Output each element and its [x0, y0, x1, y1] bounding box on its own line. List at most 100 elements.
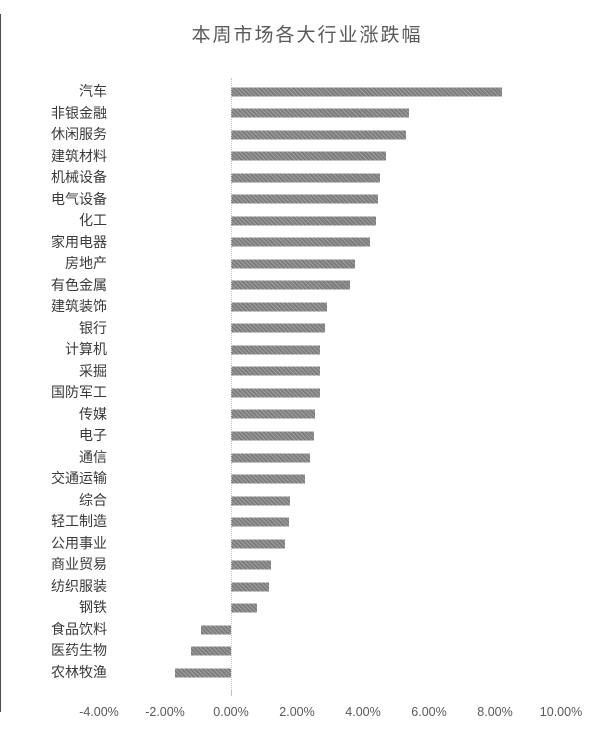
- bar-row: 交通运输: [0, 468, 614, 490]
- bar-track: [113, 275, 614, 297]
- bar-row: 房地产: [0, 253, 614, 275]
- bar: [231, 259, 355, 269]
- category-label: 公用事业: [51, 534, 107, 551]
- bar-row: 电子: [0, 425, 614, 447]
- category-label: 综合: [79, 491, 107, 508]
- chart-title: 本周市场各大行业涨跌幅: [191, 25, 423, 46]
- bar-track: [113, 533, 614, 555]
- bar-row: 电气设备: [0, 189, 614, 211]
- bar-row: 汽车: [0, 81, 614, 103]
- bar: [231, 603, 258, 613]
- bar-track: [113, 468, 614, 490]
- bar: [174, 668, 231, 678]
- category-label: 农林牧渔: [51, 663, 107, 680]
- x-axis: -4.00% -2.00% 0.00% 2.00% 4.00% 6.00% 8.00% 10.…: [0, 705, 614, 725]
- x-tick-label: -2.00%: [145, 705, 185, 719]
- bar-track: [113, 189, 614, 211]
- plot-area: 汽车 非银金融休闲服务建筑材料机械设备电气设备化工家用电器房地产有色金属 建筑装饰银…: [0, 81, 614, 683]
- bar-track: [113, 210, 614, 232]
- category-label: 电子: [79, 427, 107, 444]
- bar-track: [113, 447, 614, 469]
- bar: [231, 431, 314, 441]
- bar: [231, 453, 311, 463]
- bar: [231, 474, 306, 484]
- category-label: 建筑装饰: [51, 298, 107, 315]
- bar: [231, 87, 502, 97]
- category-label: 房地产: [65, 255, 107, 272]
- bar: [231, 560, 271, 570]
- bar: [231, 539, 286, 549]
- bar-track: [113, 640, 614, 662]
- bar: [231, 345, 321, 355]
- bar-row: 医药生物: [0, 640, 614, 662]
- bar: [231, 237, 370, 247]
- bar-row: 食品饮料: [0, 619, 614, 641]
- bar-track: [113, 511, 614, 533]
- category-label: 采掘: [79, 362, 107, 379]
- bar-track: [113, 167, 614, 189]
- bar: [231, 366, 321, 376]
- category-label: 非银金融: [51, 104, 107, 121]
- bar-track: [113, 361, 614, 383]
- category-label: 计算机: [65, 341, 107, 358]
- bar-row: 家用电器: [0, 232, 614, 254]
- category-label: 机械设备: [51, 169, 107, 186]
- bar-track: [113, 81, 614, 103]
- bar-row: 银行: [0, 318, 614, 340]
- bar-row: 采掘: [0, 361, 614, 383]
- x-tick-label: 4.00%: [345, 705, 381, 719]
- bar-row: 化工: [0, 210, 614, 232]
- bar-row: 有色金属: [0, 275, 614, 297]
- bar-row: 综合: [0, 490, 614, 512]
- bar: [231, 151, 387, 161]
- x-tick-label: -4.00%: [79, 705, 119, 719]
- category-label: 化工: [79, 212, 107, 229]
- x-tick-label: 2.00%: [279, 705, 315, 719]
- bar-track: [113, 576, 614, 598]
- category-label: 纺织服装: [51, 577, 107, 594]
- category-label: 食品饮料: [51, 620, 107, 637]
- bar-row: 商业贸易: [0, 554, 614, 576]
- bar-track: [113, 253, 614, 275]
- category-label: 钢铁: [79, 599, 107, 616]
- category-label: 家用电器: [51, 233, 107, 250]
- bar-track: [113, 103, 614, 125]
- category-label: 医药生物: [51, 642, 107, 659]
- zero-axis-line: [231, 78, 232, 690]
- bar-track: [113, 318, 614, 340]
- category-label: 传媒: [79, 405, 107, 422]
- category-label: 交通运输: [51, 470, 107, 487]
- bar: [191, 646, 231, 656]
- x-tick-label: 8.00%: [477, 705, 513, 719]
- bar: [231, 194, 378, 204]
- bar-row: 机械设备: [0, 167, 614, 189]
- bar: [231, 517, 289, 527]
- bar: [231, 280, 350, 290]
- bar-track: [113, 662, 614, 684]
- bar-track: [113, 404, 614, 426]
- bar: [231, 173, 380, 183]
- bar-track: [113, 124, 614, 146]
- bar-track: [113, 339, 614, 361]
- category-label: 建筑材料: [51, 147, 107, 164]
- bar-row: 国防军工: [0, 382, 614, 404]
- bar-track: [113, 597, 614, 619]
- category-label: 银行: [79, 319, 107, 336]
- bar: [231, 130, 406, 140]
- bar-row: 计算机: [0, 339, 614, 361]
- bar-row: 农林牧渔: [0, 662, 614, 684]
- bar-track: [113, 146, 614, 168]
- bar-track: [113, 425, 614, 447]
- bar: [231, 302, 327, 312]
- bar-row: 休闲服务: [0, 124, 614, 146]
- bar-track: [113, 490, 614, 512]
- bar-row: 建筑装饰: [0, 296, 614, 318]
- bar: [201, 625, 231, 635]
- category-label: 休闲服务: [51, 126, 107, 143]
- bar-row: 非银金融: [0, 103, 614, 125]
- bar-track: [113, 619, 614, 641]
- category-label: 商业贸易: [51, 556, 107, 573]
- category-label: 电气设备: [51, 190, 107, 207]
- bar-track: [113, 232, 614, 254]
